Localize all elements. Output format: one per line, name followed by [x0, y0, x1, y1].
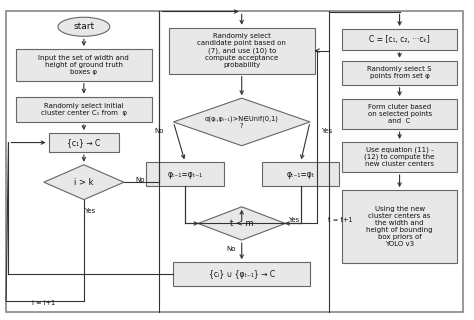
- Text: {c₁} → C: {c₁} → C: [67, 138, 100, 147]
- FancyBboxPatch shape: [342, 61, 457, 85]
- FancyBboxPatch shape: [262, 162, 339, 186]
- Text: t = t+1: t = t+1: [328, 217, 353, 223]
- Text: Form cluter based
on selected points
and  C: Form cluter based on selected points and…: [367, 104, 432, 124]
- Text: Randomly select initial
cluster center C₁ from  φ: Randomly select initial cluster center C…: [41, 103, 127, 116]
- Text: Randomly select
candidate point based on
(7), and use (10) to
compute acceptance: Randomly select candidate point based on…: [197, 33, 286, 68]
- Text: φₜ₋₁=φₜ: φₜ₋₁=φₜ: [287, 170, 315, 179]
- Text: C = [c₁, c₂, ···cₖ]: C = [c₁, c₂, ···cₖ]: [369, 35, 430, 44]
- Text: α(φᵢ,φᵢ₋₁)>N∈Unif(0,1)
?: α(φᵢ,φᵢ₋₁)>N∈Unif(0,1) ?: [205, 115, 279, 129]
- Polygon shape: [44, 165, 124, 200]
- Polygon shape: [198, 207, 285, 240]
- FancyBboxPatch shape: [342, 29, 457, 50]
- Text: No: No: [155, 128, 164, 134]
- Text: {cᵢ} ∪ {φₜ₋₁} → C: {cᵢ} ∪ {φₜ₋₁} → C: [209, 270, 275, 279]
- FancyBboxPatch shape: [146, 162, 224, 186]
- Ellipse shape: [58, 17, 110, 36]
- Text: i = i+1: i = i+1: [32, 300, 55, 306]
- FancyBboxPatch shape: [169, 28, 315, 74]
- Text: t < m: t < m: [230, 219, 254, 228]
- Text: Yes: Yes: [288, 217, 299, 223]
- Text: Using the new
cluster centers as
the width and
height of bounding
box priors of
: Using the new cluster centers as the wid…: [366, 206, 433, 247]
- Text: i > k: i > k: [74, 178, 93, 187]
- FancyBboxPatch shape: [48, 133, 119, 152]
- FancyBboxPatch shape: [342, 142, 457, 172]
- FancyBboxPatch shape: [342, 99, 457, 129]
- Text: No: No: [226, 246, 236, 252]
- FancyBboxPatch shape: [16, 49, 152, 81]
- Polygon shape: [173, 98, 310, 146]
- FancyBboxPatch shape: [173, 262, 310, 286]
- Text: φₜ₋₁=φₜ₋₁: φₜ₋₁=φₜ₋₁: [168, 170, 203, 179]
- FancyBboxPatch shape: [342, 190, 457, 263]
- Text: Use equation (11) -
(12) to compute the
new cluster centers: Use equation (11) - (12) to compute the …: [365, 146, 435, 167]
- Text: No: No: [136, 177, 145, 183]
- FancyBboxPatch shape: [16, 97, 152, 122]
- Text: Randomly select S
points from set φ: Randomly select S points from set φ: [367, 66, 432, 79]
- Text: start: start: [73, 22, 94, 31]
- Text: Yes: Yes: [84, 208, 95, 214]
- Text: Yes: Yes: [321, 128, 332, 134]
- Text: Input the set of width and
height of ground truth
boxes φ: Input the set of width and height of gro…: [38, 55, 129, 75]
